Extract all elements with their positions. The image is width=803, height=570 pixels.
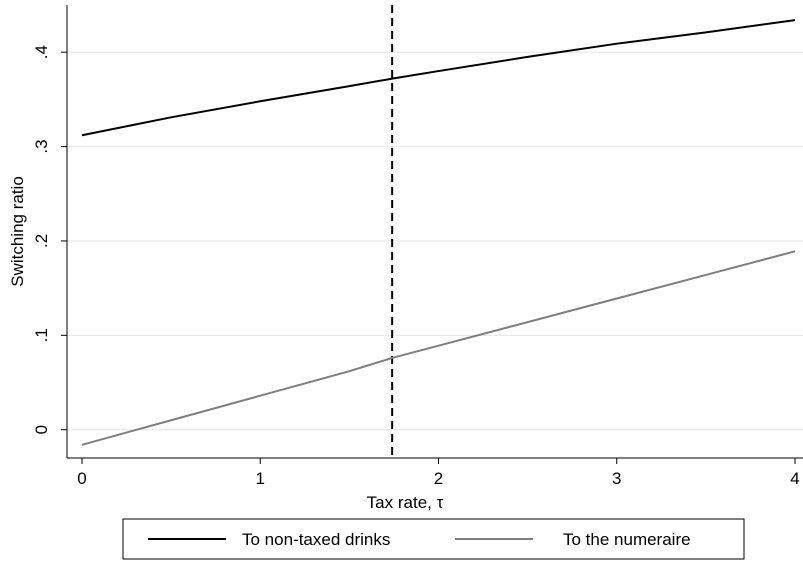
legend-label-0: To non-taxed drinks (242, 530, 390, 549)
y-tick-label-4: .4 (32, 45, 51, 59)
y-tick-label-0: 0 (32, 425, 51, 434)
x-tick-label-3: 3 (612, 469, 621, 488)
tick-labels: 0 .1 .2 .3 .4 0 1 2 3 4 (32, 45, 800, 488)
y-axis-title: Switching ratio (8, 176, 27, 287)
gridlines (67, 51, 803, 431)
x-tick-label-0: 0 (77, 469, 86, 488)
legend: To non-taxed drinks To the numeraire (122, 518, 745, 560)
legend-box (122, 518, 745, 560)
series-line-1 (81, 250, 796, 446)
series-lines (81, 19, 796, 446)
x-axis-title: Tax rate, τ (367, 493, 444, 512)
axes (61, 5, 803, 464)
y-tick-label-1: .1 (32, 328, 51, 342)
y-tick-label-3: .3 (32, 139, 51, 153)
series-line-0 (81, 19, 796, 137)
x-tick-label-4: 4 (790, 469, 799, 488)
x-tick-label-1: 1 (256, 469, 265, 488)
legend-label-1: To the numeraire (563, 530, 691, 549)
y-tick-label-2: .2 (32, 234, 51, 248)
x-tick-label-2: 2 (434, 469, 443, 488)
